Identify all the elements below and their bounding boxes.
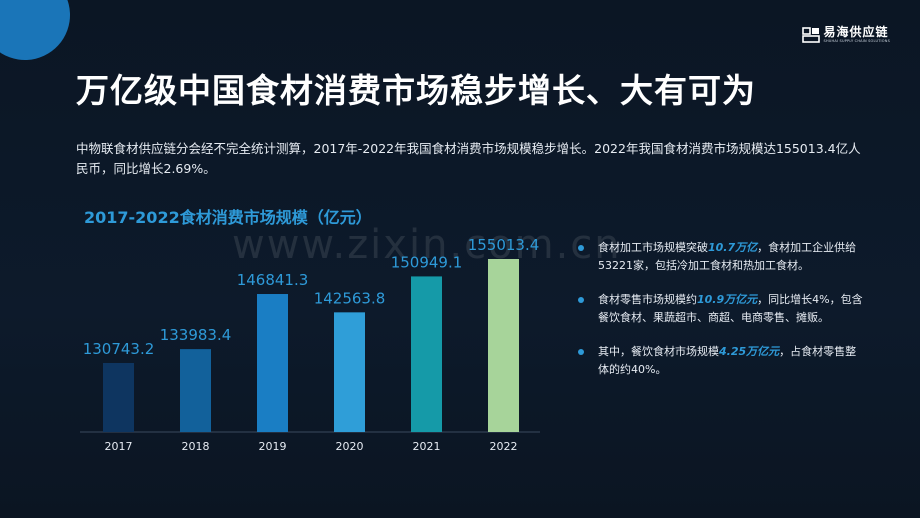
note-item: 食材零售市场规模约10.9万亿元，同比增长4%，包含餐饮食材、果蔬超市、商超、电… (578, 291, 863, 327)
note-text: ，食材加工企业供给53221家，包括冷加工食材和热加工食材。 (598, 241, 857, 272)
x-tick-label: 2022 (490, 440, 518, 453)
bar-2020 (334, 312, 365, 432)
note-text: 食材加工市场规模突破 (598, 241, 708, 254)
bullet-dot-icon (578, 245, 584, 251)
note-text: ，同比增长4%，包含餐饮食材、果蔬超市、商超、电商零售、摊贩。 (598, 293, 863, 324)
x-tick-label: 2020 (336, 440, 364, 453)
data-label: 142563.8 (314, 289, 386, 307)
bar-2017 (103, 363, 134, 432)
note-text: 其中，餐饮食材市场规模 (598, 345, 719, 358)
note-text: ，占食材零售整体的约40%。 (598, 345, 857, 376)
logo-subtitle: SHUHAI SUPPLY CHAIN SOLUTIONS (823, 39, 890, 44)
data-label: 155013.4 (468, 236, 540, 254)
bullet-dot-icon (578, 297, 584, 303)
note-highlight: 10.9万亿元 (697, 293, 758, 306)
data-label: 146841.3 (237, 271, 309, 289)
description-text: 中物联食材供应链分会经不完全统计测算，2017年-2022年我国食材消费市场规模… (76, 141, 861, 176)
x-tick-label: 2018 (182, 440, 210, 453)
note-item: 其中，餐饮食材市场规模4.25万亿元，占食材零售整体的约40%。 (578, 343, 863, 379)
data-label: 130743.2 (83, 340, 155, 358)
logo-icon (801, 27, 820, 43)
data-label: 133983.4 (160, 326, 232, 344)
notes-list: 食材加工市场规模突破10.7万亿，食材加工企业供给53221家，包括冷加工食材和… (578, 239, 863, 395)
x-tick-label: 2019 (259, 440, 287, 453)
x-tick-label: 2017 (105, 440, 133, 453)
bar-2018 (180, 349, 211, 432)
note-highlight: 4.25万亿元 (719, 345, 780, 358)
brand-logo: 易海供应链 SHUHAI SUPPLY CHAIN SOLUTIONS (801, 25, 890, 44)
bar-2022 (488, 259, 519, 432)
data-label: 150949.1 (391, 253, 463, 271)
logo-name: 易海供应链 (823, 25, 889, 40)
note-highlight: 10.7万亿 (708, 241, 758, 254)
chart-title: 2017-2022食材消费市场规模（亿元） (84, 208, 372, 227)
page-title: 万亿级中国食材消费市场稳步增长、大有可为 (76, 71, 756, 110)
watermark-text: www.zixin.com.cn (232, 222, 622, 268)
bar-2021 (411, 276, 442, 432)
note-item: 食材加工市场规模突破10.7万亿，食材加工企业供给53221家，包括冷加工食材和… (578, 239, 863, 275)
note-text: 食材零售市场规模约 (598, 293, 697, 306)
bar-2019 (257, 294, 288, 432)
x-tick-label: 2021 (413, 440, 441, 453)
bullet-dot-icon (578, 349, 584, 355)
